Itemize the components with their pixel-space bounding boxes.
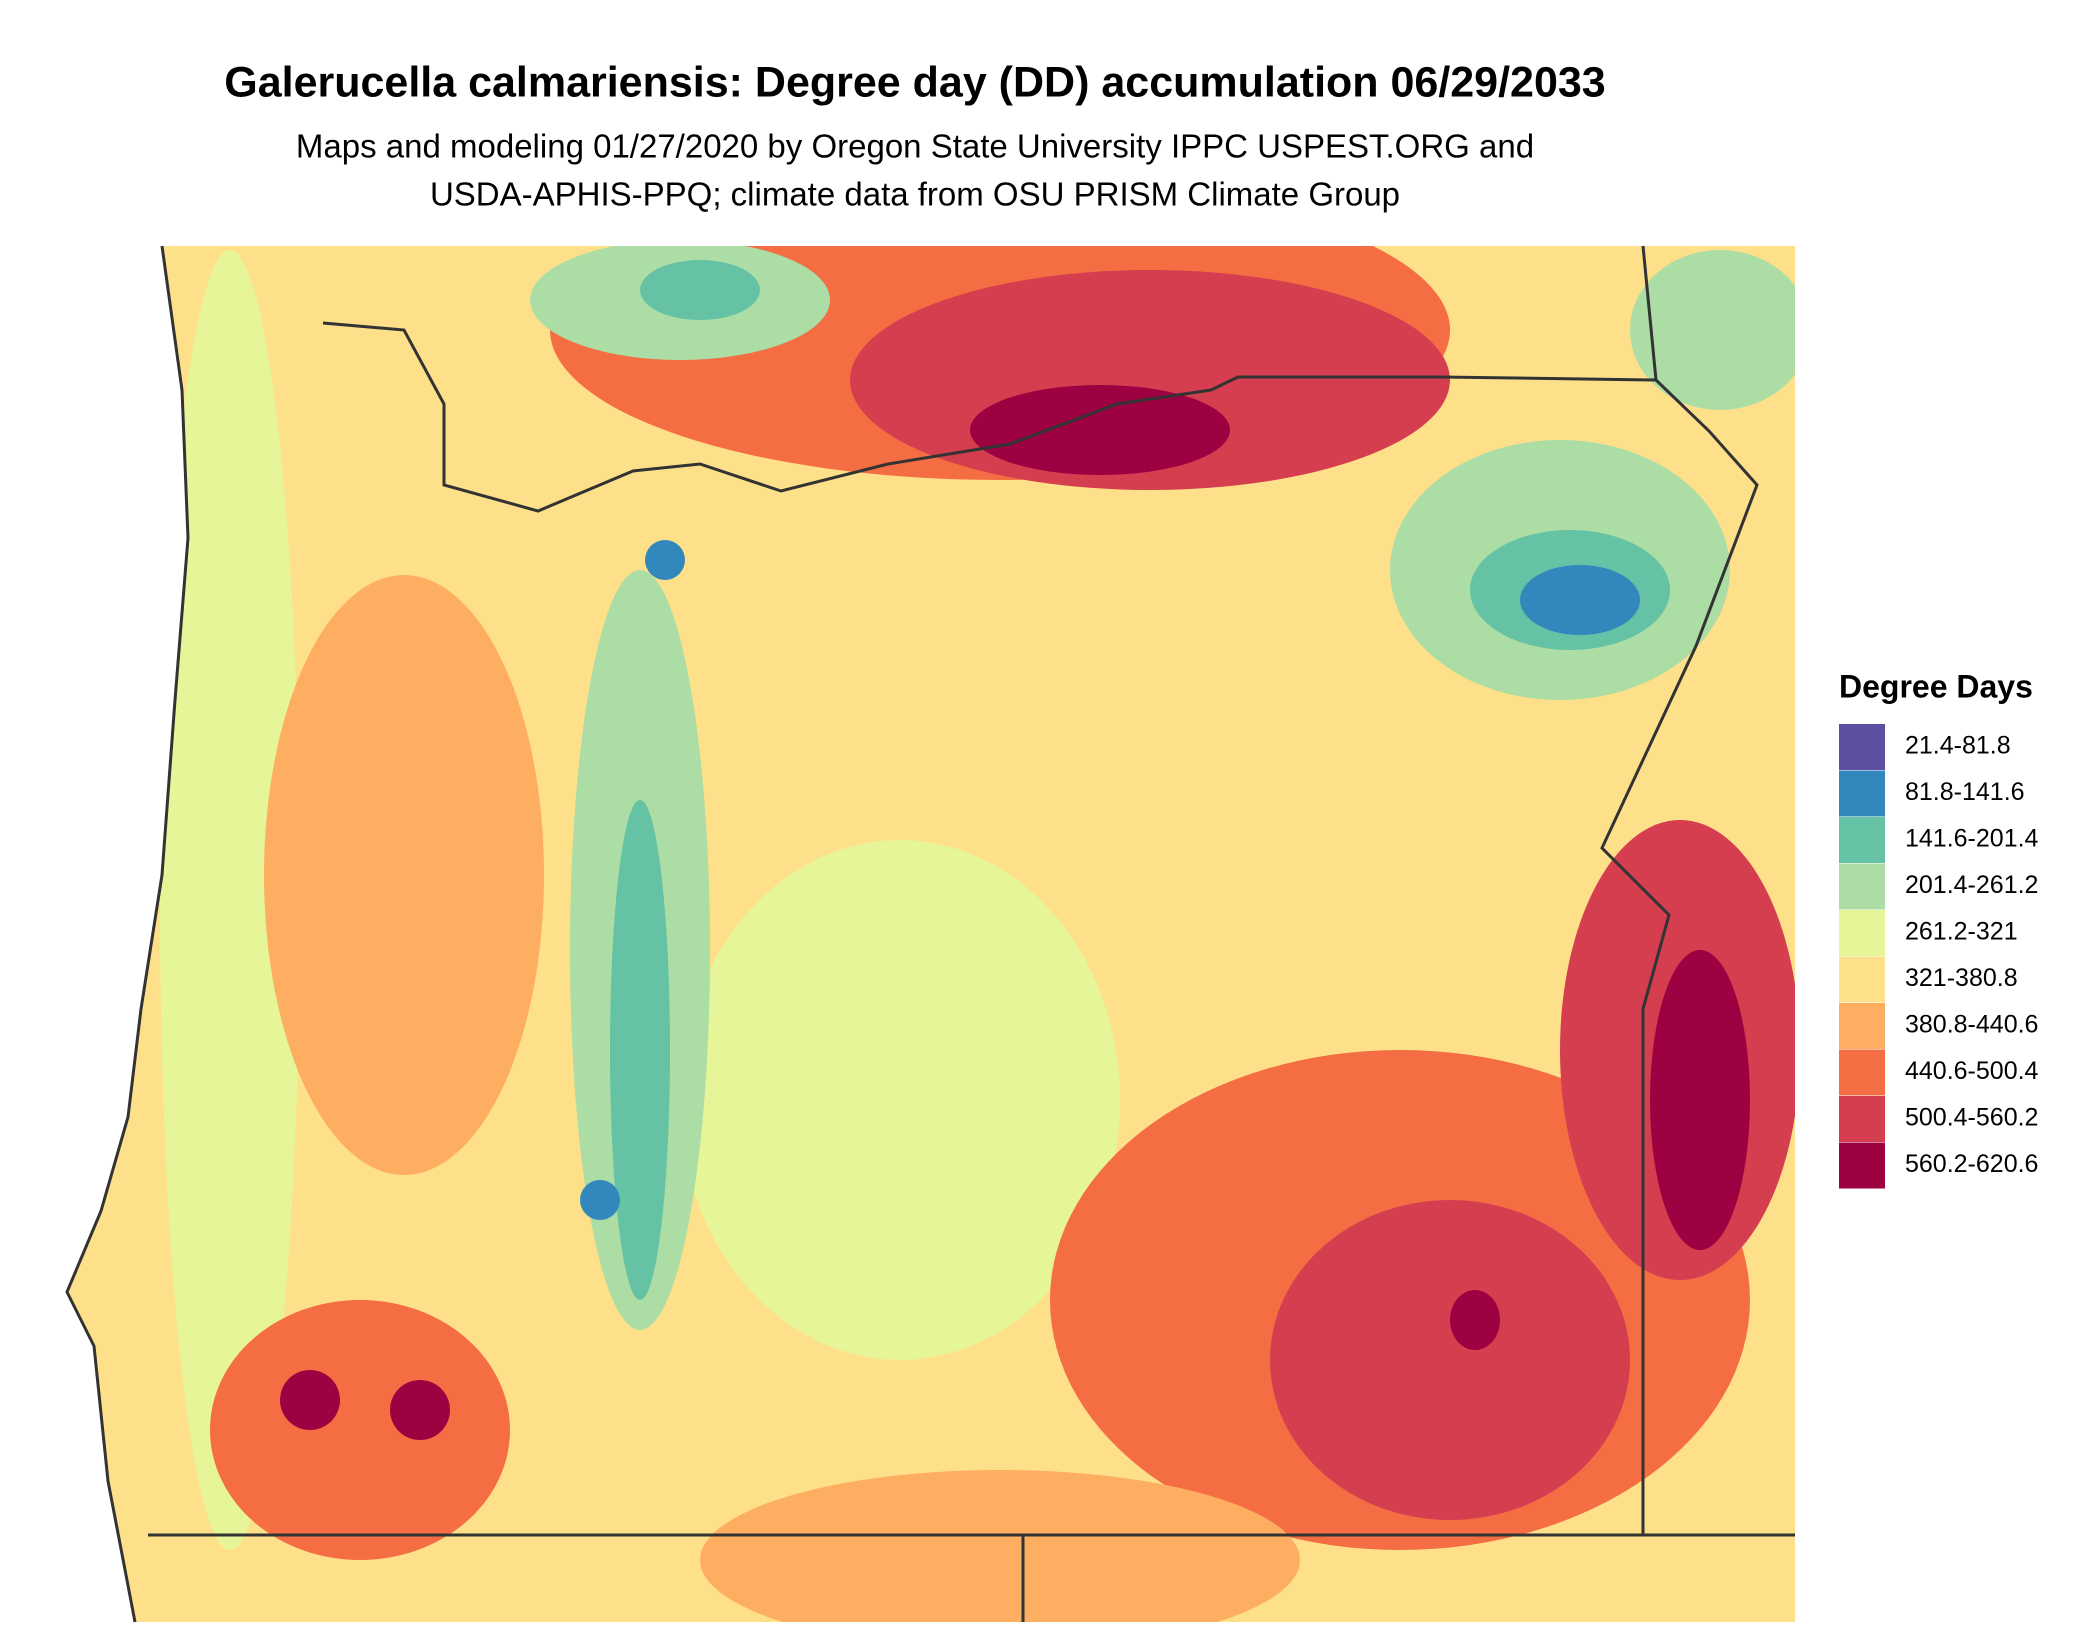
- region: [1270, 1200, 1630, 1520]
- legend-label: 201.4-261.2: [1905, 871, 2038, 899]
- region: [280, 1370, 340, 1430]
- map-subtitle: USDA-APHIS-PPQ; climate data from OSU PR…: [430, 176, 1400, 213]
- region: [1520, 565, 1640, 635]
- legend-label: 560.2-620.6: [1905, 1150, 2038, 1178]
- legend-swatch: [1839, 817, 1885, 863]
- region: [970, 385, 1230, 475]
- state-border: [148, 1533, 1795, 1622]
- legend-swatch: [1839, 910, 1885, 956]
- coastline: [65, 245, 190, 1623]
- region: [1630, 250, 1795, 410]
- map-title: Galerucella calmariensis: Degree day (DD…: [224, 58, 1605, 106]
- legend-swatch: [1839, 1003, 1885, 1049]
- legend-swatch: [1839, 1142, 1885, 1189]
- map-raster: [67, 246, 1795, 1622]
- legend-swatch: [1839, 1096, 1885, 1142]
- legend-swatch: [1839, 770, 1885, 817]
- legend-title: Degree Days: [1839, 668, 2033, 704]
- borders: [65, 245, 1795, 1623]
- legend: 21.4-81.8 81.8-141.6 141.6-201.4 201.4-261.…: [1839, 724, 2039, 1189]
- legend-label: 261.2-321: [1905, 918, 2018, 946]
- legend-label: 440.6-500.4: [1905, 1057, 2039, 1085]
- legend-label: 81.8-141.6: [1905, 778, 2025, 806]
- legend-label: 321-380.8: [1905, 964, 2018, 992]
- region: [700, 1470, 1300, 1622]
- legend-label: 141.6-201.4: [1905, 825, 2039, 853]
- region: [580, 1180, 620, 1220]
- region: [640, 260, 760, 320]
- legend-label: 500.4-560.2: [1905, 1104, 2038, 1132]
- state-border: [1641, 245, 1658, 381]
- region: [1650, 950, 1750, 1250]
- map-subtitle: Maps and modeling 01/27/2020 by Oregon S…: [296, 128, 1534, 165]
- region: [264, 575, 544, 1175]
- state-border: [322, 321, 1759, 1535]
- region: [610, 800, 670, 1300]
- legend-swatch: [1839, 956, 1885, 1003]
- region: [160, 250, 300, 1550]
- legend-swatch: [1839, 1049, 1885, 1096]
- region: [680, 840, 1120, 1360]
- region: [645, 540, 685, 580]
- region: [390, 1380, 450, 1440]
- legend-label: 21.4-81.8: [1905, 732, 2011, 760]
- region: [210, 1300, 510, 1560]
- legend-swatch: [1839, 724, 1885, 770]
- region: [1450, 1290, 1500, 1350]
- legend-label: 380.8-440.6: [1905, 1011, 2038, 1039]
- legend-swatch: [1839, 863, 1885, 910]
